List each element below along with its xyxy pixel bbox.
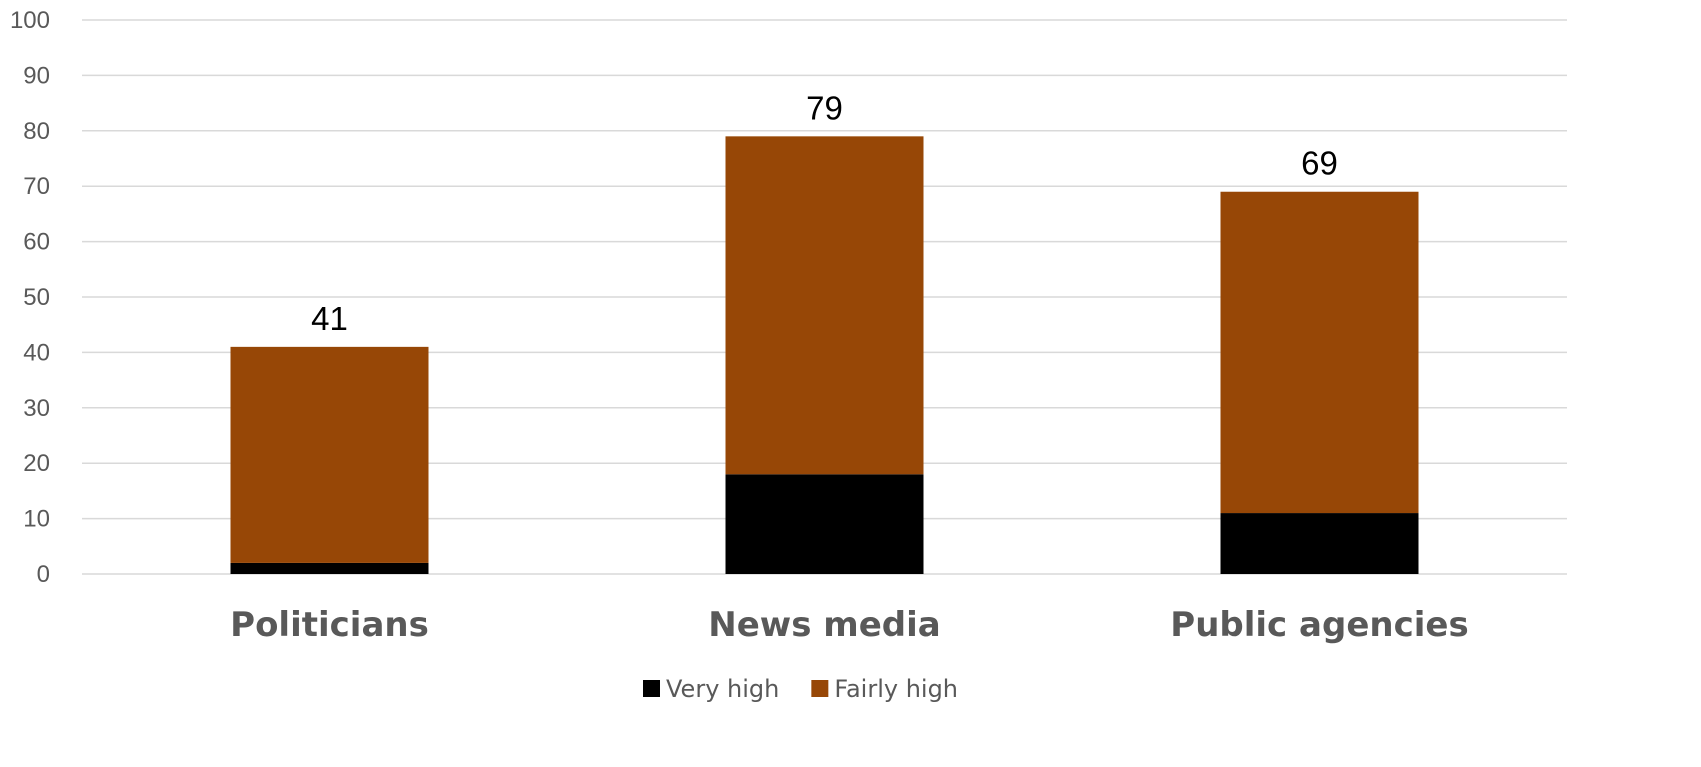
y-tick-label: 20 [23, 450, 50, 477]
y-tick-label: 80 [23, 118, 50, 145]
y-tick-label: 60 [23, 229, 50, 256]
y-tick-label: 70 [23, 173, 50, 200]
data-label-total: 41 [311, 300, 348, 337]
x-tick-label: Public agencies [1170, 605, 1468, 645]
data-label-total: 79 [806, 89, 843, 126]
y-tick-label: 50 [23, 284, 50, 311]
bar-very-high-news-media [726, 474, 924, 574]
y-tick-label: 30 [23, 395, 50, 422]
bar-fairly-high-public-agencies [1221, 192, 1419, 513]
y-tick-label: 40 [23, 339, 50, 366]
y-tick-label: 0 [37, 561, 50, 588]
bar-fairly-high-news-media [726, 136, 924, 474]
data-label-total: 69 [1301, 145, 1338, 182]
y-tick-label: 100 [10, 7, 50, 34]
bars [231, 136, 1419, 574]
y-axis-ticks: 0 10 20 30 40 50 60 70 80 90 100 [10, 7, 50, 588]
legend-swatch-fairly-high [811, 680, 828, 697]
legend-label: Very high [666, 675, 779, 703]
y-tick-label: 90 [23, 62, 50, 89]
x-tick-label: Politicians [230, 605, 429, 645]
bar-very-high-politicians [231, 563, 429, 574]
legend-label: Fairly high [834, 675, 958, 703]
bar-fairly-high-politicians [231, 347, 429, 563]
bar-very-high-public-agencies [1221, 513, 1419, 574]
x-axis-ticks: Politicians News media Public agencies [230, 605, 1469, 645]
x-tick-label: News media [708, 605, 940, 645]
legend: Very high Fairly high [643, 675, 958, 703]
legend-swatch-very-high [643, 680, 660, 697]
y-tick-label: 10 [23, 506, 50, 533]
